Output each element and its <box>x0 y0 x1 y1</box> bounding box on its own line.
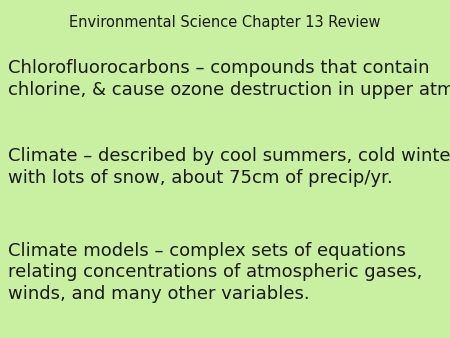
Text: Climate – described by cool summers, cold winters,
with lots of snow, about 75cm: Climate – described by cool summers, col… <box>8 147 450 187</box>
Text: Environmental Science Chapter 13 Review: Environmental Science Chapter 13 Review <box>69 15 381 30</box>
Text: Chlorofluorocarbons – compounds that contain
chlorine, & cause ozone destruction: Chlorofluorocarbons – compounds that con… <box>8 59 450 99</box>
Text: Climate models – complex sets of equations
relating concentrations of atmospheri: Climate models – complex sets of equatio… <box>8 242 423 303</box>
